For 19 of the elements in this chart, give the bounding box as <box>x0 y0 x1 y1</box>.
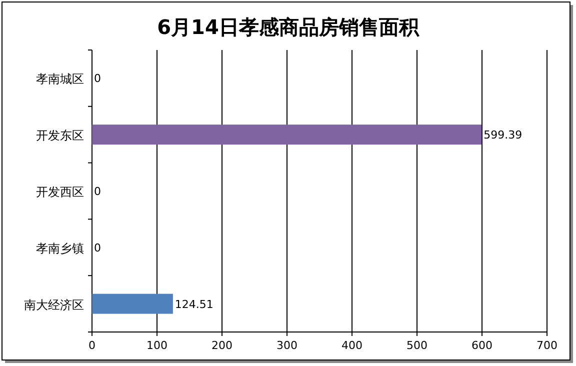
x-tick-label: 200 <box>212 339 232 352</box>
x-tick-label: 700 <box>536 339 558 352</box>
data-label: 599.39 <box>484 128 522 142</box>
data-label: 0 <box>94 241 101 254</box>
y-tick-label: 孝南城区 <box>36 72 84 86</box>
y-tick-label: 南大经济区 <box>24 298 84 312</box>
chart-title: 6月14日孝感商品房销售面积 <box>157 15 420 39</box>
x-tick-label: 300 <box>276 339 298 352</box>
x-tick-label: 100 <box>146 339 168 352</box>
x-tick-label: 0 <box>88 339 96 352</box>
y-tick-label: 孝南乡镇 <box>36 241 84 256</box>
y-tick-label: 开发西区 <box>36 185 84 199</box>
x-tick-label: 600 <box>472 339 492 352</box>
data-label: 0 <box>94 185 101 198</box>
y-tick-label: 开发东区 <box>36 128 84 143</box>
data-label: 0 <box>94 72 101 86</box>
x-tick-label: 400 <box>342 339 362 352</box>
x-tick-label: 500 <box>406 339 428 352</box>
data-label: 124.51 <box>174 298 214 311</box>
